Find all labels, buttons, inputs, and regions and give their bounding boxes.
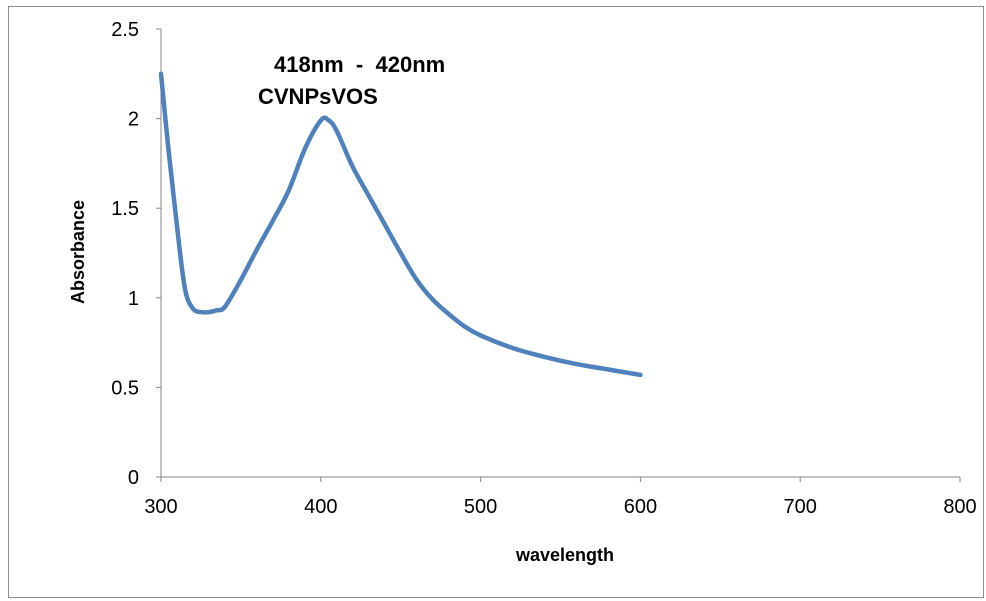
y-tick-label: 0 <box>128 467 139 489</box>
x-tick-label: 800 <box>943 496 976 518</box>
axes <box>156 28 961 482</box>
x-tick-label: 300 <box>144 496 177 518</box>
x-tick-label: 500 <box>464 496 497 518</box>
y-tick-label: 0.5 <box>111 377 139 399</box>
annotation-sample-name: CVNPsVOS <box>258 84 378 109</box>
y-tick-label: 2 <box>128 109 139 131</box>
series-layer <box>158 71 643 378</box>
y-tick-label: 1 <box>128 288 139 310</box>
tick-labels: 0 0.5 1 1.5 2 2.5 300 400 500 600 700 800 <box>111 19 977 518</box>
series-line-0 <box>158 71 643 378</box>
annotation-wavelength-range: 418nm - 420nm <box>274 52 445 77</box>
x-tick-label: 400 <box>304 496 337 518</box>
y-tick-label: 2.5 <box>111 19 139 41</box>
x-axis-title: wavelength <box>515 545 614 565</box>
y-axis-title: Absorbance <box>68 200 88 304</box>
chart-frame <box>8 6 984 598</box>
x-tick-label: 700 <box>784 496 817 518</box>
y-tick-label: 1.5 <box>111 198 139 220</box>
x-tick-label: 600 <box>624 496 657 518</box>
